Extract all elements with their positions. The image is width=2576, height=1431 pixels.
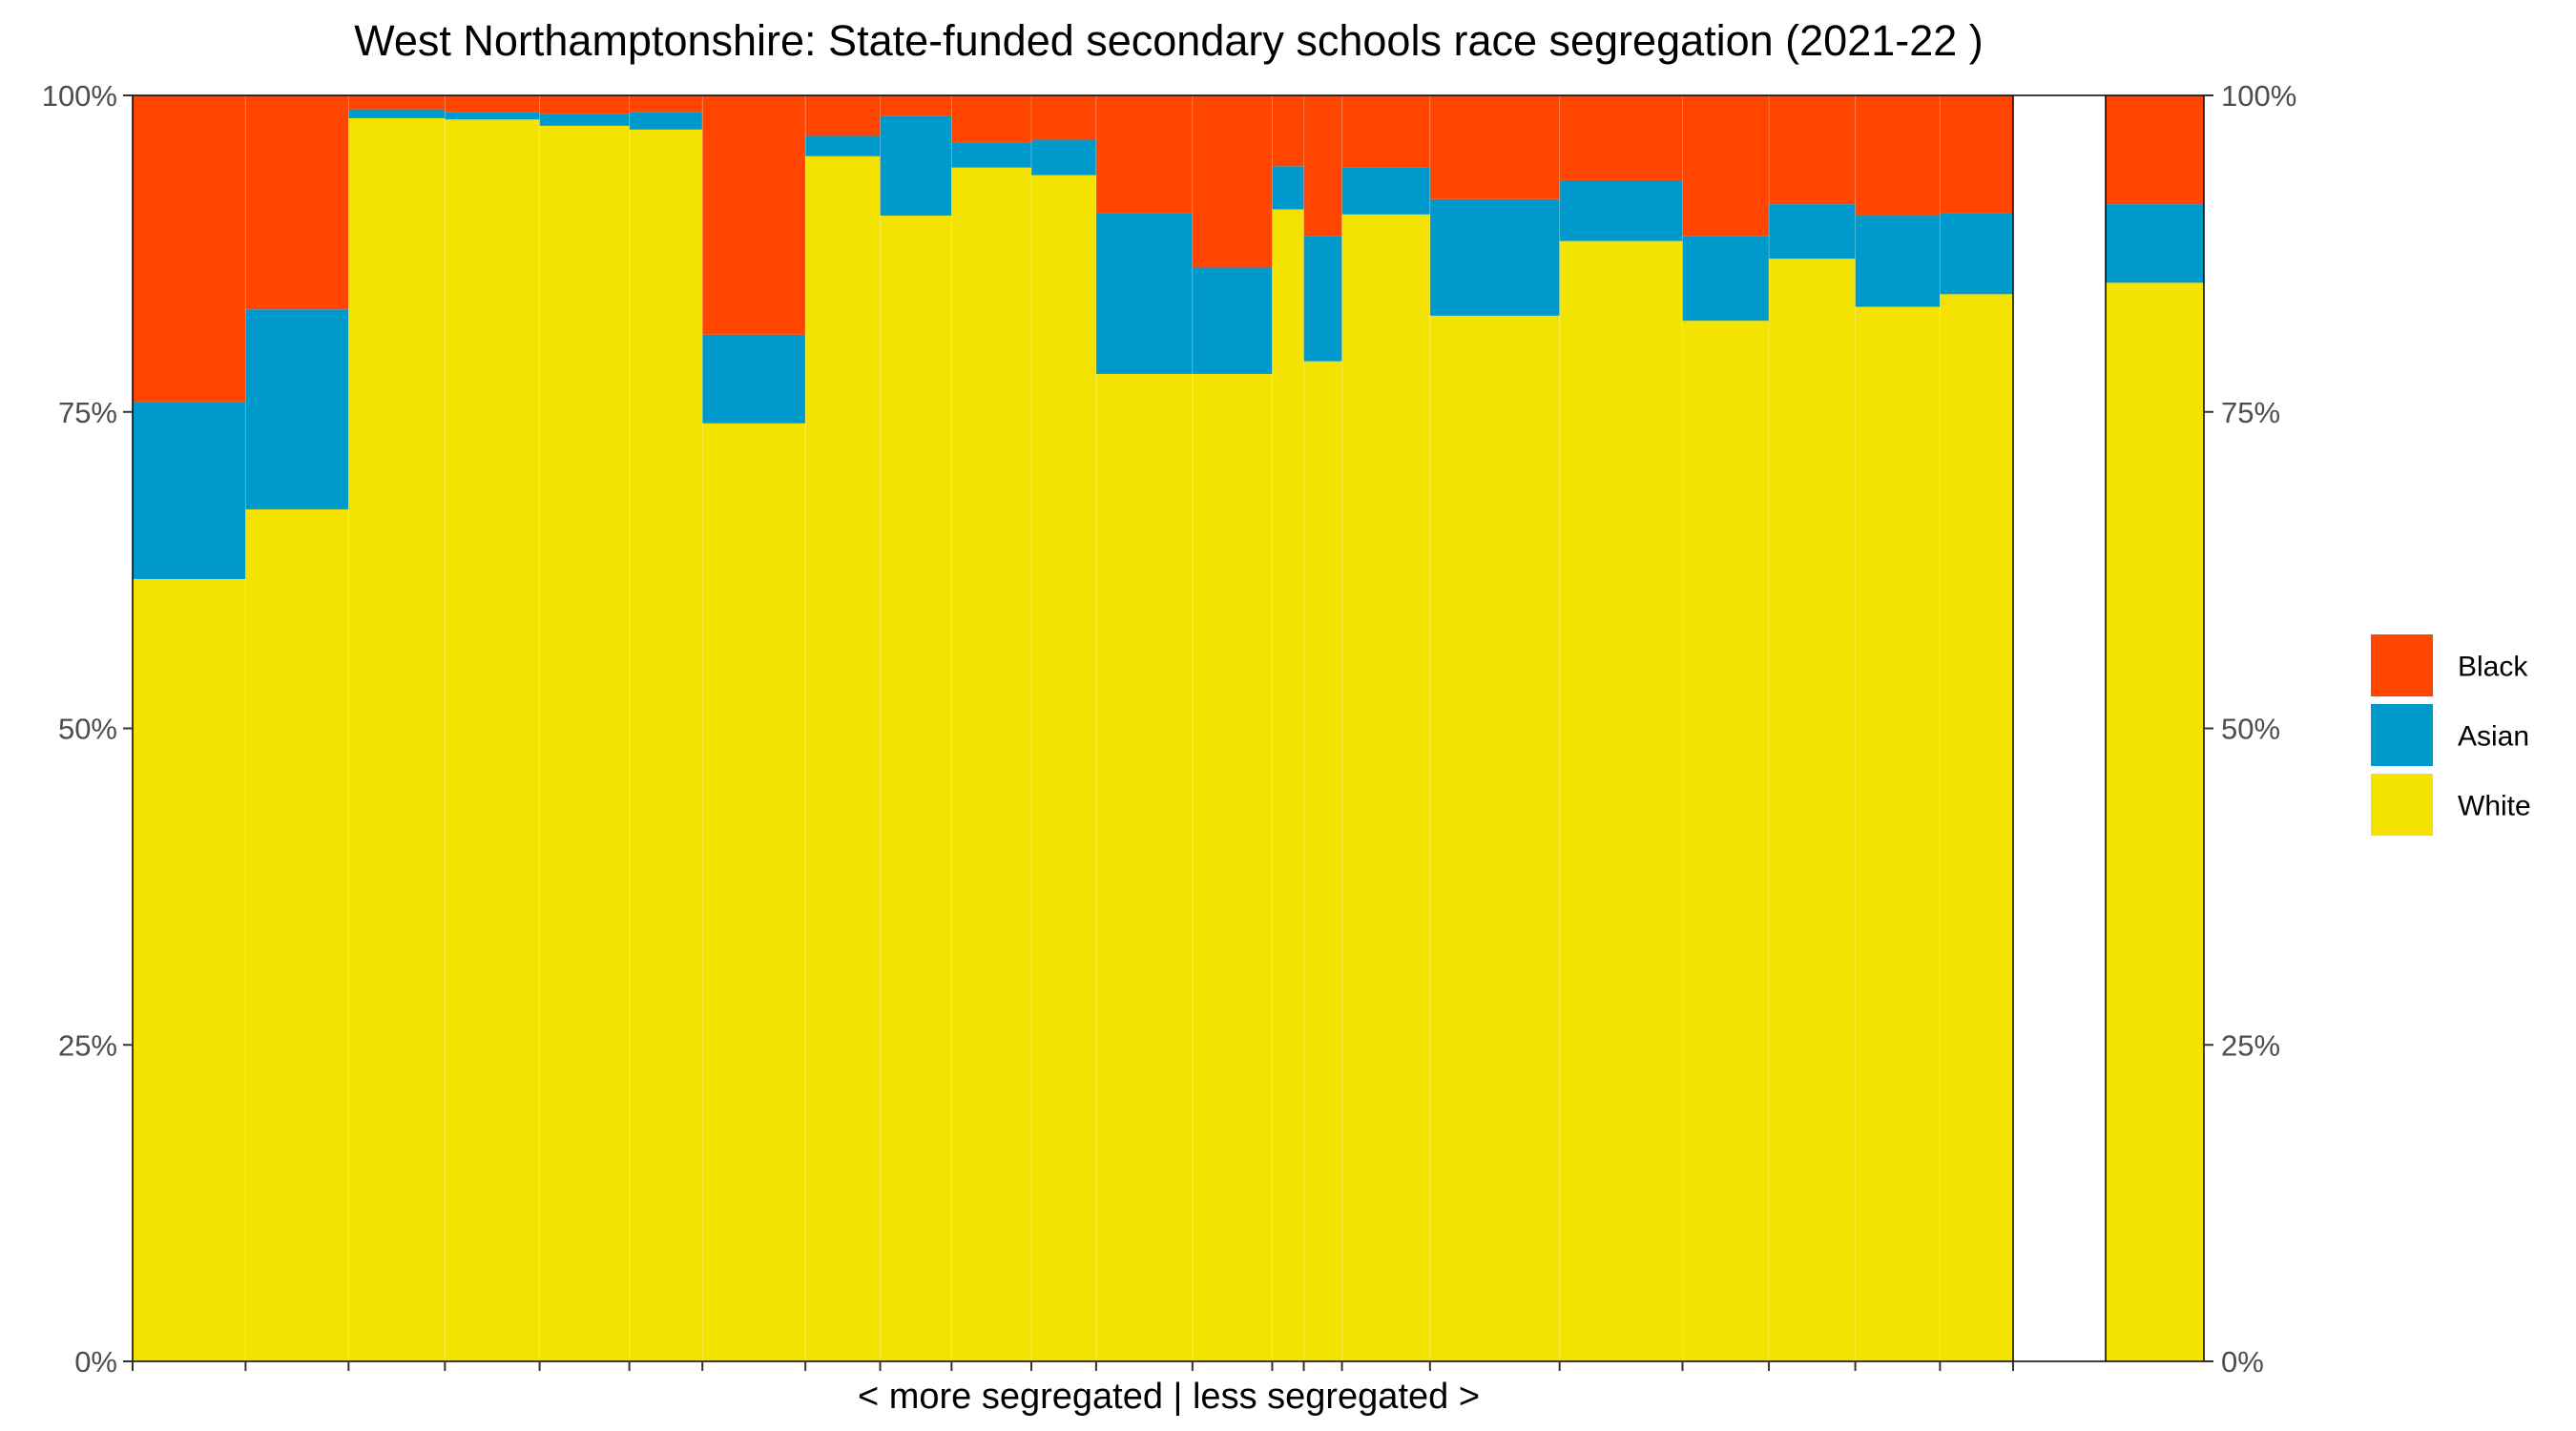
school-13-asian-bar [1192, 267, 1273, 374]
school-12-asian-bar [1095, 213, 1193, 374]
school-5-white-bar [539, 125, 630, 1361]
school-1-asian-bar [133, 402, 246, 579]
school-22-white-bar [1940, 294, 2013, 1361]
legend-swatch-white [2371, 774, 2433, 836]
school-17-white-bar [1429, 315, 1560, 1362]
school-9-asian-bar [880, 115, 952, 217]
school-1-white-bar [133, 578, 246, 1361]
school-13-black-bar [1192, 95, 1273, 268]
school-16-black-bar [1341, 95, 1430, 168]
school-15-white-bar [1303, 361, 1342, 1361]
school-2-white-bar [245, 508, 349, 1361]
school-4-asian-bar [445, 112, 540, 120]
school-5-asian-bar [539, 114, 630, 126]
school-17-black-bar [1429, 95, 1560, 199]
legend-label-black: Black [2458, 652, 2528, 683]
school-18-asian-bar [1559, 179, 1683, 241]
school-12-white-bar [1095, 373, 1193, 1362]
school-19-white-bar [1682, 321, 1770, 1361]
school-16-white-bar [1341, 214, 1430, 1361]
chart-title: West Northamptonshire: State-funded seco… [354, 16, 1984, 65]
school-13-white-bar [1192, 373, 1273, 1362]
school-11-black-bar [1030, 95, 1096, 140]
school-20-black-bar [1769, 95, 1856, 205]
school-11-white-bar [1030, 175, 1096, 1362]
school-9-white-bar [880, 216, 952, 1362]
school-14-white-bar [1272, 209, 1304, 1362]
school-1-black-bar [133, 95, 246, 403]
y-tick-label-left: 25% [58, 1028, 117, 1062]
school-2-black-bar [245, 95, 349, 310]
school-19-asian-bar [1682, 236, 1770, 321]
school-4-black-bar [445, 95, 540, 113]
school-10-black-bar [951, 95, 1031, 143]
legend-swatch-black [2371, 634, 2433, 696]
school-15-black-bar [1303, 95, 1342, 237]
school-22-asian-bar [1940, 213, 2013, 295]
school-3-black-bar [348, 95, 446, 110]
school-6-white-bar [629, 129, 703, 1362]
y-tick-label-right: 50% [2221, 713, 2280, 746]
school-14-black-bar [1272, 95, 1304, 167]
school-11-asian-bar [1030, 139, 1096, 176]
school-20-asian-bar [1769, 204, 1856, 259]
school-14-asian-bar [1272, 166, 1304, 210]
school-5-black-bar [539, 95, 630, 114]
school-19-black-bar [1682, 95, 1770, 237]
school-10-white-bar [951, 167, 1031, 1361]
legend-label-white: White [2458, 791, 2531, 822]
school-8-black-bar [805, 95, 881, 136]
school-12-black-bar [1095, 95, 1193, 214]
legend-label-asian: Asian [2458, 721, 2529, 753]
school-9-black-bar [880, 95, 952, 116]
school-7-black-bar [702, 95, 806, 335]
school-21-asian-bar [1855, 216, 1941, 307]
overall-white-bar [2106, 282, 2204, 1361]
y-tick-label-left: 100% [42, 79, 117, 113]
legend: Black Asian White [2371, 634, 2531, 836]
school-6-asian-bar [629, 112, 703, 130]
school-7-asian-bar [702, 334, 806, 424]
school-4-white-bar [445, 119, 540, 1361]
school-6-black-bar [629, 95, 703, 113]
y-tick-label-right: 75% [2221, 396, 2280, 429]
overall-asian-bar [2106, 204, 2204, 283]
legend-swatch-asian [2371, 704, 2433, 766]
school-22-black-bar [1940, 95, 2013, 214]
school-21-white-bar [1855, 306, 1941, 1361]
school-21-black-bar [1855, 95, 1941, 217]
school-3-white-bar [348, 117, 446, 1362]
y-tick-label-left: 0% [74, 1345, 117, 1379]
y-tick-label-right: 100% [2221, 79, 2296, 113]
school-8-white-bar [805, 156, 881, 1361]
y-tick-label-right: 25% [2221, 1028, 2280, 1062]
x-axis-label: < more segregated | less segregated > [858, 1377, 1480, 1417]
school-18-white-bar [1559, 240, 1683, 1362]
school-3-asian-bar [348, 109, 446, 118]
y-tick-label-right: 0% [2221, 1345, 2264, 1379]
y-tick-label-left: 75% [58, 396, 117, 429]
axes-layer: 0% 0% 25% 25% 50% 50% 75% 75% 100% 100% [42, 79, 2297, 1379]
bars-layer [133, 95, 2204, 1362]
y-tick-label-left: 50% [58, 713, 117, 746]
school-2-asian-bar [245, 309, 349, 509]
school-8-asian-bar [805, 135, 881, 156]
school-17-asian-bar [1429, 198, 1560, 316]
school-16-asian-bar [1341, 167, 1430, 215]
overall-black-bar [2106, 95, 2204, 205]
school-7-white-bar [702, 423, 806, 1361]
school-18-black-bar [1559, 95, 1683, 180]
school-15-asian-bar [1303, 236, 1342, 362]
school-10-asian-bar [951, 142, 1031, 168]
school-20-white-bar [1769, 259, 1856, 1362]
